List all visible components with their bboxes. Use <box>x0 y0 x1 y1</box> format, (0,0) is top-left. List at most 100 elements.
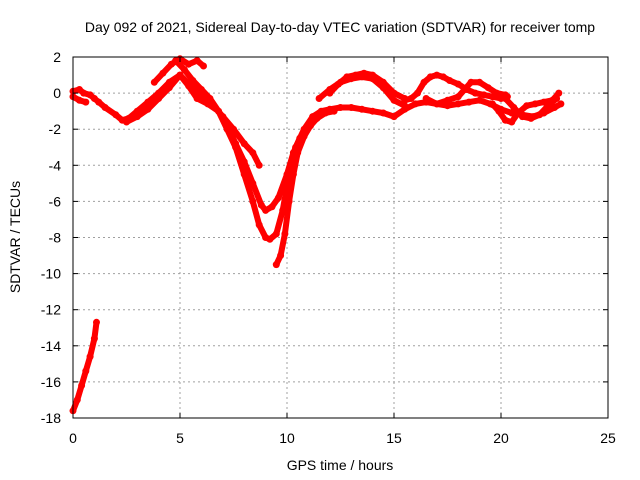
data-point <box>272 261 280 269</box>
data-point <box>86 353 94 361</box>
data-point <box>240 140 248 148</box>
data-point <box>488 100 496 108</box>
data-point <box>379 109 387 117</box>
data-point <box>73 396 81 404</box>
data-point <box>193 57 201 65</box>
data-point <box>133 113 141 121</box>
y-tick-label: 0 <box>53 85 61 101</box>
data-point <box>255 161 263 169</box>
data-point <box>536 111 543 119</box>
data-point <box>155 95 163 102</box>
data-point <box>465 98 473 106</box>
series-satellite-pass-1 <box>69 93 90 106</box>
data-point <box>495 107 503 115</box>
data-point <box>414 89 421 97</box>
x-tick-label: 10 <box>279 430 295 446</box>
data-point <box>337 104 344 111</box>
data-point <box>531 100 539 108</box>
data-point <box>358 73 366 81</box>
data-point <box>461 86 469 93</box>
y-tick-label: -14 <box>41 338 61 354</box>
data-point <box>255 221 263 229</box>
x-tick-label: 0 <box>69 430 77 446</box>
data-point <box>401 102 409 110</box>
data-point <box>176 71 184 79</box>
data-point <box>257 201 265 209</box>
series-satellite-pass-6 <box>272 107 338 269</box>
y-tick-label: 2 <box>53 49 61 65</box>
data-point <box>281 230 289 238</box>
data-point <box>508 118 516 126</box>
y-tick-label: -6 <box>49 193 62 209</box>
data-point <box>407 95 415 102</box>
y-tick-label: -8 <box>49 230 62 246</box>
data-point <box>484 84 492 92</box>
data-series <box>69 55 565 415</box>
data-point <box>294 149 302 157</box>
data-point <box>326 86 334 93</box>
data-point <box>551 104 558 111</box>
data-point <box>444 96 451 104</box>
series-satellite-pass-11 <box>488 89 563 126</box>
data-point <box>200 62 207 70</box>
data-point <box>93 318 100 326</box>
data-point <box>232 140 240 148</box>
data-point <box>426 73 434 81</box>
series-satellite-pass-12 <box>501 95 561 122</box>
data-point <box>379 84 387 92</box>
data-point <box>467 78 475 86</box>
data-point <box>433 100 441 108</box>
data-point <box>493 89 501 97</box>
data-point <box>165 84 173 92</box>
x-tick-label: 15 <box>386 430 402 446</box>
data-point <box>180 66 188 74</box>
data-point <box>223 122 231 130</box>
x-tick-label: 25 <box>600 430 616 446</box>
data-point <box>101 104 109 111</box>
data-point <box>446 77 454 84</box>
data-point <box>150 78 158 86</box>
series-line <box>423 79 509 107</box>
chart-title: Day 092 of 2021, Sidereal Day-to-day VTE… <box>85 19 595 35</box>
data-point <box>112 111 120 119</box>
data-point <box>159 69 167 77</box>
data-point <box>454 80 462 88</box>
y-tick-label: -18 <box>41 410 61 426</box>
data-point <box>249 179 257 187</box>
data-point <box>518 113 526 121</box>
y-tick-label: -12 <box>41 302 61 318</box>
data-point <box>289 170 297 178</box>
data-point <box>553 95 561 102</box>
series-satellite-pass-5 <box>172 57 304 214</box>
data-point <box>80 89 88 97</box>
data-point <box>249 149 257 157</box>
data-point <box>123 118 130 126</box>
data-point <box>185 60 193 68</box>
data-point <box>262 206 270 214</box>
data-point <box>197 86 205 93</box>
data-point <box>476 96 484 104</box>
data-point <box>510 104 518 111</box>
data-point <box>283 170 291 178</box>
data-point <box>544 102 552 110</box>
y-tick-label: -16 <box>41 374 61 390</box>
data-point <box>279 206 287 214</box>
data-point <box>215 107 222 115</box>
data-point <box>401 96 409 104</box>
data-point <box>78 382 86 389</box>
data-point <box>347 104 355 111</box>
series-satellite-pass-8 <box>315 73 409 110</box>
data-point <box>272 230 280 238</box>
data-point <box>307 122 314 130</box>
data-point <box>369 75 377 83</box>
data-point <box>277 252 285 259</box>
data-point <box>476 78 484 86</box>
data-point <box>315 95 323 102</box>
data-point <box>420 78 428 86</box>
data-point <box>390 113 398 121</box>
data-point <box>90 335 98 343</box>
data-point <box>144 105 152 113</box>
data-point <box>337 78 344 86</box>
